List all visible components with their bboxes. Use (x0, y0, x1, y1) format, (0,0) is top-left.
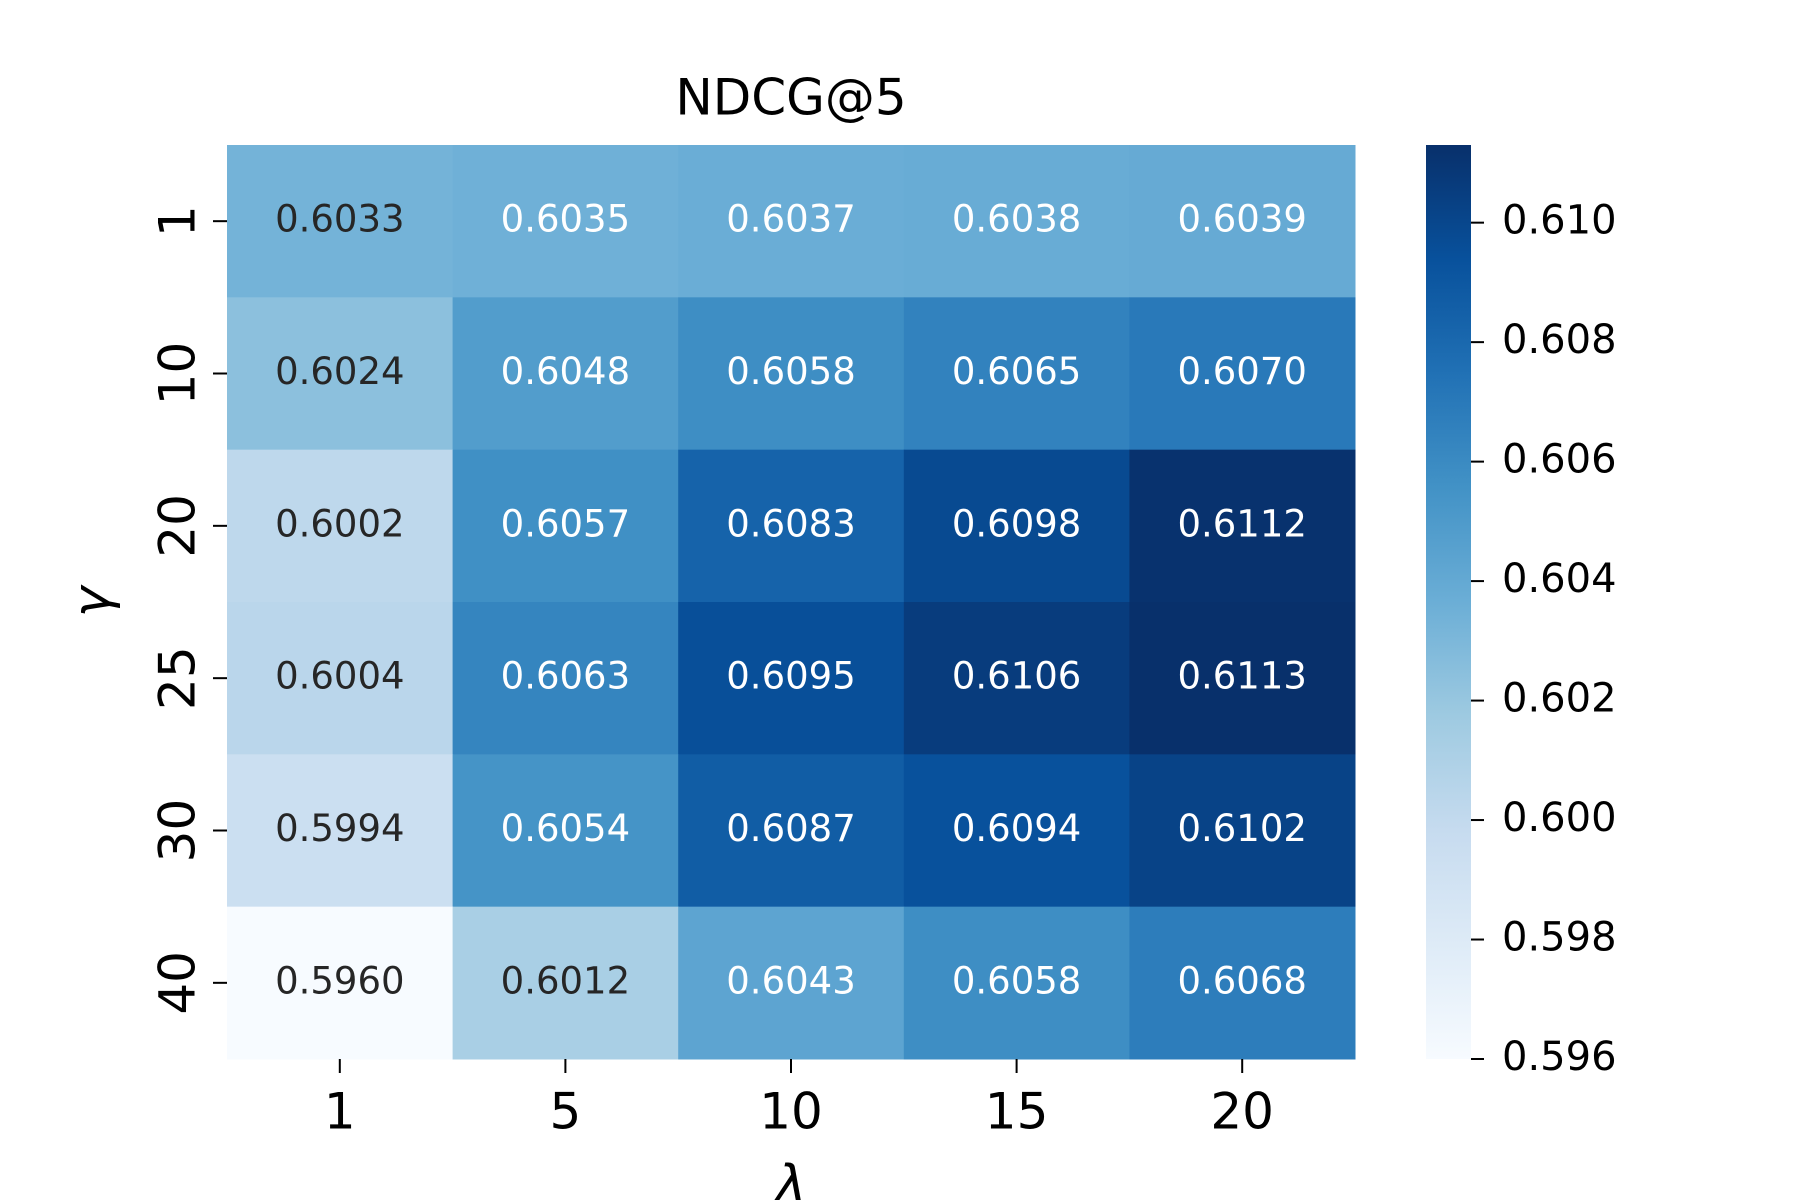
cell-label: 0.6048 (501, 350, 630, 393)
cell (903, 602, 1130, 755)
cell-label: 0.6068 (1177, 959, 1306, 1002)
cell-label: 0.6012 (501, 959, 630, 1002)
cell (903, 906, 1130, 1060)
cell (452, 906, 679, 1060)
x-tick-label: 20 (1210, 1083, 1274, 1141)
cell-label: 0.5960 (275, 959, 404, 1002)
cell-label: 0.6037 (726, 198, 855, 241)
cell-label: 0.6057 (501, 502, 630, 545)
cell (227, 145, 454, 298)
cell-label: 0.6043 (726, 959, 855, 1002)
cell-label: 0.6039 (1177, 198, 1306, 241)
y-axis-label: γ (62, 583, 122, 617)
cell (1129, 145, 1356, 298)
y-tick-label: 10 (149, 342, 207, 406)
y-tick-label: 25 (149, 646, 207, 710)
x-tick-label: 1 (324, 1083, 356, 1141)
y-tick-label: 30 (149, 799, 207, 863)
cell (1129, 602, 1356, 755)
cell (452, 297, 679, 451)
chart-title: NDCG@5 (675, 69, 906, 127)
colorbar-tick-label: 0.600 (1502, 795, 1617, 841)
cell (452, 449, 679, 603)
colorbar-tick-label: 0.596 (1502, 1034, 1617, 1080)
cell-label: 0.6058 (726, 350, 855, 393)
colorbar-tick-label: 0.604 (1502, 556, 1617, 602)
cell (678, 906, 905, 1060)
cell-label: 0.6002 (275, 502, 404, 545)
y-tick-label: 40 (149, 951, 207, 1015)
cell (678, 602, 905, 755)
cell (678, 754, 905, 908)
cell (903, 297, 1130, 451)
cell-label: 0.6102 (1177, 807, 1306, 850)
cell (227, 602, 454, 755)
cell-label: 0.6024 (275, 350, 404, 393)
cell-label: 0.6004 (275, 655, 404, 698)
cell-label: 0.6106 (952, 655, 1081, 698)
cell-label: 0.6063 (501, 655, 630, 698)
y-tick-label: 1 (149, 205, 207, 237)
cell-label: 0.5994 (275, 807, 404, 850)
cell-label: 0.6035 (501, 198, 630, 241)
cell (678, 297, 905, 451)
colorbar-tick-label: 0.610 (1502, 198, 1617, 244)
cell-label: 0.6083 (726, 502, 855, 545)
cell (678, 449, 905, 603)
colorbar (1426, 145, 1471, 1059)
cell (227, 754, 454, 908)
x-tick-label: 10 (759, 1083, 823, 1141)
cell (1129, 754, 1356, 908)
cell-label: 0.6087 (726, 807, 855, 850)
cell-label: 0.6098 (952, 502, 1081, 545)
cell-label: 0.6113 (1177, 655, 1306, 698)
cell-label: 0.6094 (952, 807, 1081, 850)
cell (227, 449, 454, 603)
cell (227, 906, 454, 1060)
y-tick-label: 20 (149, 494, 207, 558)
cell-label: 0.6038 (952, 198, 1081, 241)
colorbar-tick-label: 0.602 (1502, 676, 1617, 722)
cell-label: 0.6070 (1177, 350, 1306, 393)
cell-label: 0.6054 (501, 807, 630, 850)
cell (903, 449, 1130, 603)
cell (903, 754, 1130, 908)
cell-label: 0.6065 (952, 350, 1081, 393)
cell (452, 602, 679, 755)
cell (678, 145, 905, 298)
colorbar-tick-label: 0.598 (1502, 915, 1617, 961)
cell (903, 145, 1130, 298)
cell (452, 145, 679, 298)
cell (452, 754, 679, 908)
cell (1129, 906, 1356, 1060)
cell-label: 0.6058 (952, 959, 1081, 1002)
x-tick-label: 15 (985, 1083, 1049, 1141)
colorbar-tick-label: 0.606 (1502, 437, 1617, 483)
cell-label: 0.6095 (726, 655, 855, 698)
x-tick-label: 5 (549, 1083, 581, 1141)
cell (227, 297, 454, 451)
x-axis-label: λ (773, 1155, 807, 1200)
colorbar-tick-label: 0.608 (1502, 317, 1617, 363)
cell (1129, 297, 1356, 451)
cell-label: 0.6112 (1177, 502, 1306, 545)
cell (1129, 449, 1356, 603)
cell-label: 0.6033 (275, 198, 404, 241)
